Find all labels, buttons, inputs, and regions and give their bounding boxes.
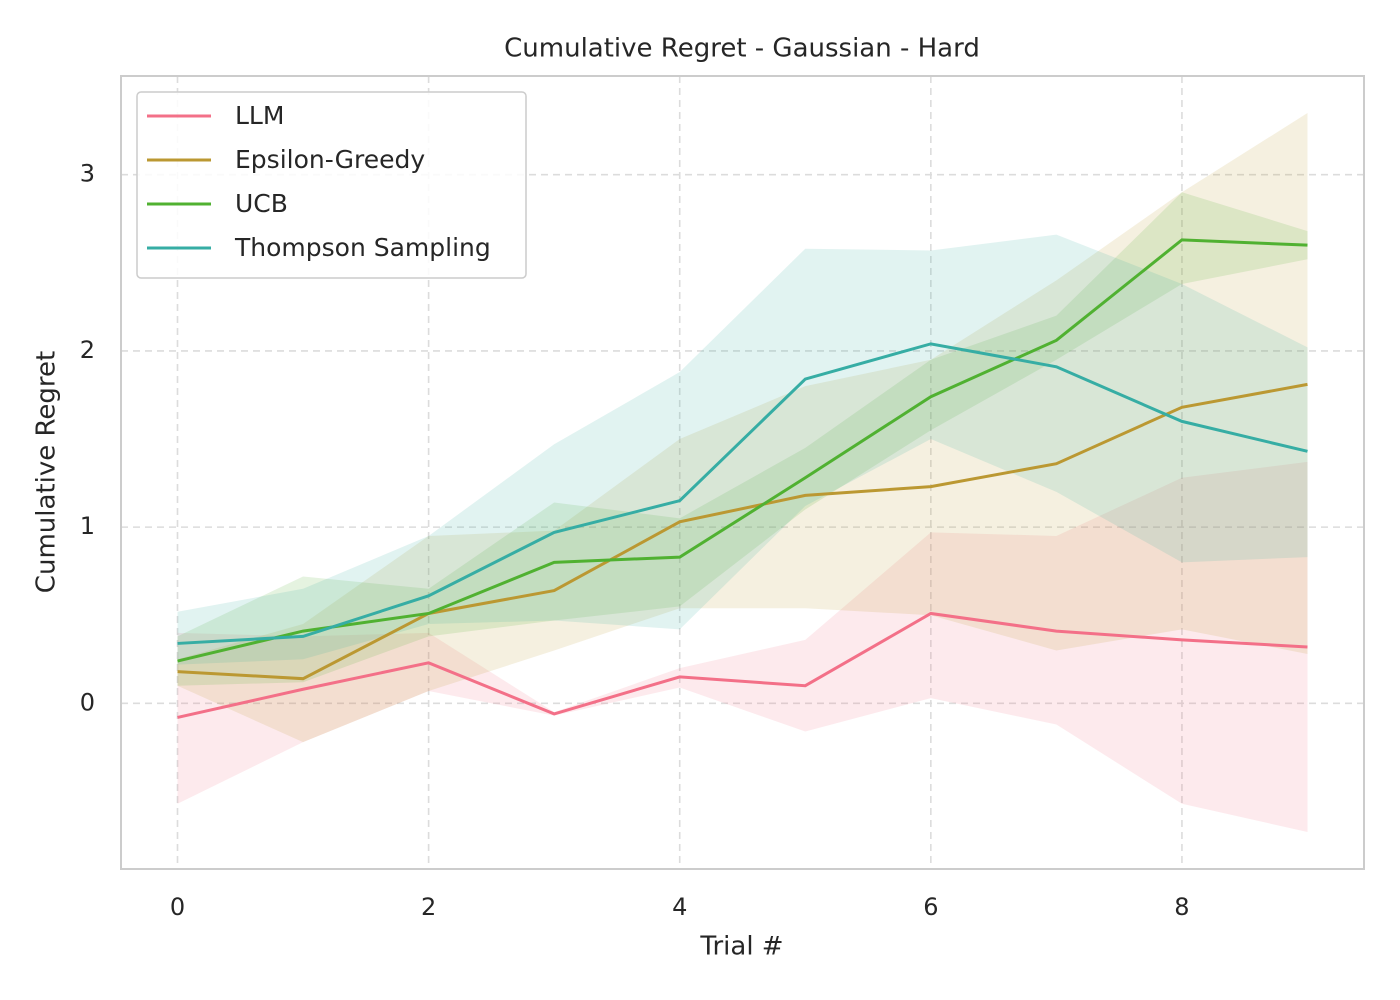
y-tick-label: 3 xyxy=(80,160,95,188)
legend-label: LLM xyxy=(235,101,284,130)
legend-label: UCB xyxy=(235,189,288,218)
y-axis-label: Cumulative Regret xyxy=(32,351,62,593)
legend-label: Epsilon-Greedy xyxy=(235,145,425,174)
confidence-band xyxy=(177,234,1308,665)
confidence-band xyxy=(177,113,1308,743)
x-tick-label: 0 xyxy=(170,893,185,921)
x-tick-label: 2 xyxy=(421,893,436,921)
x-tick-label: 4 xyxy=(672,893,687,921)
y-tick-label: 1 xyxy=(80,512,95,540)
series-line xyxy=(177,238,1308,663)
series-line xyxy=(177,611,1308,719)
legend-box xyxy=(136,91,527,279)
chart-title: Cumulative Regret - Gaussian - Hard xyxy=(504,34,980,64)
y-tick-label: 0 xyxy=(80,688,95,716)
series-line xyxy=(177,382,1308,681)
legend-label: Thompson Sampling xyxy=(234,233,491,262)
confidence-band xyxy=(177,461,1308,832)
x-tick-label: 6 xyxy=(923,893,938,921)
x-tick-label: 8 xyxy=(1174,893,1189,921)
x-axis-label: Trial # xyxy=(699,932,783,962)
plot-frame xyxy=(120,75,1365,870)
series-line xyxy=(177,342,1308,645)
y-tick-label: 2 xyxy=(80,336,95,364)
